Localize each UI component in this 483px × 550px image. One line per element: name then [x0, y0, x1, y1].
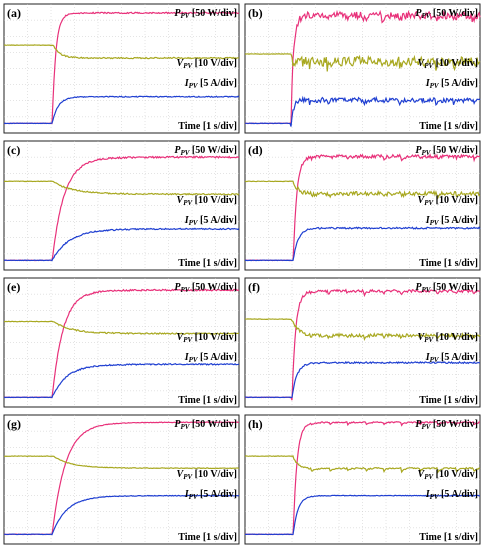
current-trace — [244, 226, 481, 262]
voltage-label: VPV [10 V/div] — [177, 469, 237, 481]
voltage-label: VPV [10 V/div] — [177, 58, 237, 70]
power-label: PPV [50 W/div] — [415, 419, 478, 431]
power-label: PPV [50 W/div] — [415, 145, 478, 157]
power-label: PPV [50 W/div] — [415, 282, 478, 294]
current-trace — [3, 227, 240, 262]
panel-d: (d) PPV [50 W/div] VPV [10 V/div] IPV [5 A/… — [244, 140, 481, 271]
time-axis-label: Time [1 s/div] — [178, 532, 237, 543]
current-label: IPV [5 A/div] — [425, 352, 478, 364]
time-axis-label: Time [1 s/div] — [178, 395, 237, 406]
panel-label: (e) — [7, 280, 20, 294]
current-label: IPV [5 A/div] — [184, 215, 237, 227]
current-trace — [244, 360, 481, 399]
voltage-trace — [3, 455, 240, 470]
panel-label: (a) — [7, 6, 21, 20]
panel-h: (h) PPV [50 W/div] VPV [10 V/div] IPV [5 A/… — [244, 414, 481, 545]
current-trace — [245, 95, 481, 127]
panel-label: (c) — [7, 143, 20, 157]
voltage-trace — [244, 318, 481, 342]
panel-label: (d) — [248, 143, 263, 157]
panel-e: (e) PPV [50 W/div] VPV [10 V/div] IPV [5 A/… — [3, 277, 240, 408]
power-label: PPV [50 W/div] — [415, 8, 478, 20]
panel-a: (a) PPV [50 W/div] VPV [10 V/div] IPV [5 A/… — [3, 3, 240, 134]
panel-label: (b) — [248, 6, 263, 20]
current-label: IPV [5 A/div] — [425, 489, 478, 501]
panel-label: (h) — [248, 417, 263, 431]
panel-f: (f) PPV [50 W/div] VPV [10 V/div] IPV [5 A/… — [244, 277, 481, 408]
current-label: IPV [5 A/div] — [184, 78, 237, 90]
time-axis-label: Time [1 s/div] — [419, 121, 478, 132]
panel-label: (f) — [248, 280, 260, 294]
voltage-trace — [3, 44, 240, 60]
panel-g: (g) PPV [50 W/div] VPV [10 V/div] IPV [5 A/… — [3, 414, 240, 545]
current-trace — [3, 362, 240, 399]
current-label: IPV [5 A/div] — [184, 352, 237, 364]
voltage-label: VPV [10 V/div] — [418, 195, 478, 207]
voltage-label: VPV [10 V/div] — [418, 469, 478, 481]
voltage-trace — [244, 455, 481, 474]
current-trace — [244, 494, 481, 536]
panel-label: (g) — [7, 417, 21, 431]
current-label: IPV [5 A/div] — [184, 489, 237, 501]
panel-c: (c) PPV [50 W/div] VPV [10 V/div] IPV [5 A/… — [3, 140, 240, 271]
power-label: PPV [50 W/div] — [174, 419, 237, 431]
time-axis-label: Time [1 s/div] — [419, 395, 478, 406]
time-axis-label: Time [1 s/div] — [419, 532, 478, 543]
current-label: IPV [5 A/div] — [425, 78, 478, 90]
time-axis-label: Time [1 s/div] — [178, 258, 237, 269]
voltage-trace — [244, 180, 481, 200]
power-label: PPV [50 W/div] — [174, 282, 237, 294]
current-label: IPV [5 A/div] — [425, 215, 478, 227]
panel-b: (b) PPV [50 W/div] VPV [10 V/div] IPV [5 A/… — [244, 3, 481, 134]
power-label: PPV [50 W/div] — [174, 8, 237, 20]
voltage-label: VPV [10 V/div] — [418, 58, 478, 70]
voltage-label: VPV [10 V/div] — [177, 332, 237, 344]
voltage-trace — [3, 320, 240, 336]
voltage-label: VPV [10 V/div] — [418, 332, 478, 344]
time-axis-label: Time [1 s/div] — [178, 121, 237, 132]
voltage-trace — [244, 53, 481, 72]
time-axis-label: Time [1 s/div] — [419, 258, 478, 269]
power-label: PPV [50 W/div] — [174, 145, 237, 157]
voltage-label: VPV [10 V/div] — [177, 195, 237, 207]
current-trace — [3, 95, 240, 125]
current-trace — [3, 494, 240, 536]
voltage-trace — [3, 180, 240, 196]
